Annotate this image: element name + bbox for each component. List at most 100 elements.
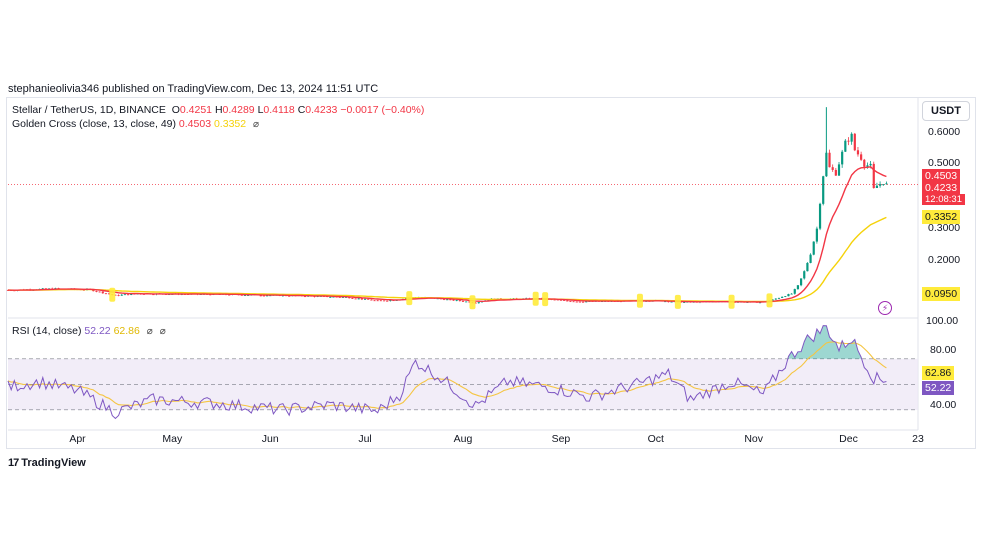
rsi-legend[interactable]: RSI (14, close) 52.22 62.86 ⌀ ⌀ (12, 325, 166, 337)
change-value: −0.0017 (−0.40%) (340, 104, 425, 116)
candle-body (869, 163, 872, 166)
time-tick: Oct (648, 433, 664, 445)
candle-body (373, 300, 376, 302)
price-tick: 0.5000 (928, 157, 961, 169)
candle-body (338, 297, 341, 298)
signal-marker (674, 294, 681, 309)
rsi-lines (7, 325, 887, 420)
candle-body (44, 288, 48, 290)
candle-body (465, 301, 468, 303)
rsi-tick: 80.00 (930, 344, 957, 356)
visibility-icon[interactable]: ⌀ (159, 326, 166, 337)
candle-body (392, 300, 395, 302)
candle-body (474, 302, 477, 304)
time-tick: Dec (839, 433, 858, 445)
candle-body (683, 302, 686, 303)
candle-body (449, 299, 452, 301)
chart-frame (6, 97, 976, 449)
candle-body (556, 299, 559, 301)
candle-body (831, 167, 834, 170)
candle-body (351, 298, 354, 300)
candle-body (790, 293, 793, 295)
candle-body (553, 299, 556, 301)
candle-body (781, 296, 784, 298)
candle-body (850, 133, 853, 142)
golden-cross-legend[interactable]: Golden Cross (close, 13, close, 49) 0.45… (12, 118, 259, 130)
visibility-icon[interactable]: ⌀ (146, 326, 153, 337)
candle-body (796, 285, 800, 290)
candle-body (799, 278, 803, 286)
candle-body (262, 295, 266, 297)
candle-body (123, 294, 127, 296)
candle-body (834, 169, 837, 176)
candle-body (878, 184, 882, 186)
time-tick: Apr (69, 433, 86, 445)
candle-body (664, 301, 667, 303)
candle-body (882, 184, 885, 185)
time-tick: Jun (262, 433, 279, 445)
candle-body (329, 296, 332, 298)
candle-body (818, 203, 822, 229)
rsi-tick: 40.00 (930, 399, 957, 411)
candle-body (777, 297, 781, 299)
candle-body (386, 300, 389, 302)
candle-body (458, 300, 461, 302)
symbol-legend[interactable]: Stellar / TetherUS, 1D, BINANCE O0.4251 … (12, 104, 424, 116)
candle-body (806, 262, 809, 272)
candles (6, 107, 888, 304)
bar-countdown-tag: 12:08:31 (922, 194, 965, 205)
slow-ma-line (8, 216, 887, 303)
rsi-value-tag: 52.22 (922, 381, 955, 395)
signals (109, 287, 773, 310)
candle-body (758, 302, 762, 304)
candle-body (98, 291, 101, 293)
close-label: C (297, 104, 306, 116)
candle-body (572, 301, 575, 303)
fast-ma-price-tag: 0.4503 (922, 169, 961, 183)
candle-body (344, 297, 348, 298)
candle-body (152, 294, 155, 296)
tradingview-logo-text: TradingView (21, 457, 86, 469)
symbol-title: Stellar / TetherUS, 1D, BINANCE (12, 104, 166, 116)
candle-body (856, 150, 860, 155)
candle-body (575, 301, 578, 303)
candle-body (382, 300, 386, 302)
low-value: 0.4118 (263, 104, 295, 116)
rsi-line (7, 325, 887, 420)
rsi-overbought-fill (788, 325, 862, 359)
time-tick: Aug (454, 433, 473, 445)
time-tick: Nov (744, 433, 763, 445)
candle-body (853, 133, 856, 151)
signal-marker (542, 292, 549, 307)
golden-cross-label: Golden Cross (close, 13, close, 49) (12, 118, 176, 130)
signal-marker (469, 295, 476, 310)
candle-body (828, 152, 831, 168)
candle-body (774, 298, 777, 300)
candle-body (837, 164, 841, 176)
high-label: H (214, 104, 223, 116)
slow-ma-price-tag: 0.3352 (922, 210, 961, 224)
visibility-icon[interactable]: ⌀ (253, 119, 260, 130)
price-tick: 0.6000 (928, 126, 961, 138)
candle-body (581, 301, 585, 303)
price-tick: 0.3000 (928, 222, 961, 234)
candle-body (866, 165, 869, 167)
tradingview-logo[interactable]: 17 TradingView (8, 457, 86, 469)
candle-body (367, 298, 370, 300)
candle-body (455, 300, 458, 302)
level-price-tag: 0.0950 (922, 287, 961, 301)
candle-body (360, 298, 363, 300)
time-tick: May (162, 433, 183, 445)
candle-body (354, 298, 357, 300)
candle-body (265, 295, 269, 297)
candle-body (348, 297, 351, 299)
candle-body (822, 176, 825, 204)
candle-body (379, 300, 382, 302)
candle-body (563, 300, 566, 301)
signal-marker (766, 293, 773, 308)
lightning-icon[interactable]: ⚡ (878, 301, 892, 315)
candle-body (108, 293, 111, 295)
quote-currency-button[interactable]: USDT (922, 101, 970, 121)
fast-ma-line (7, 166, 887, 303)
